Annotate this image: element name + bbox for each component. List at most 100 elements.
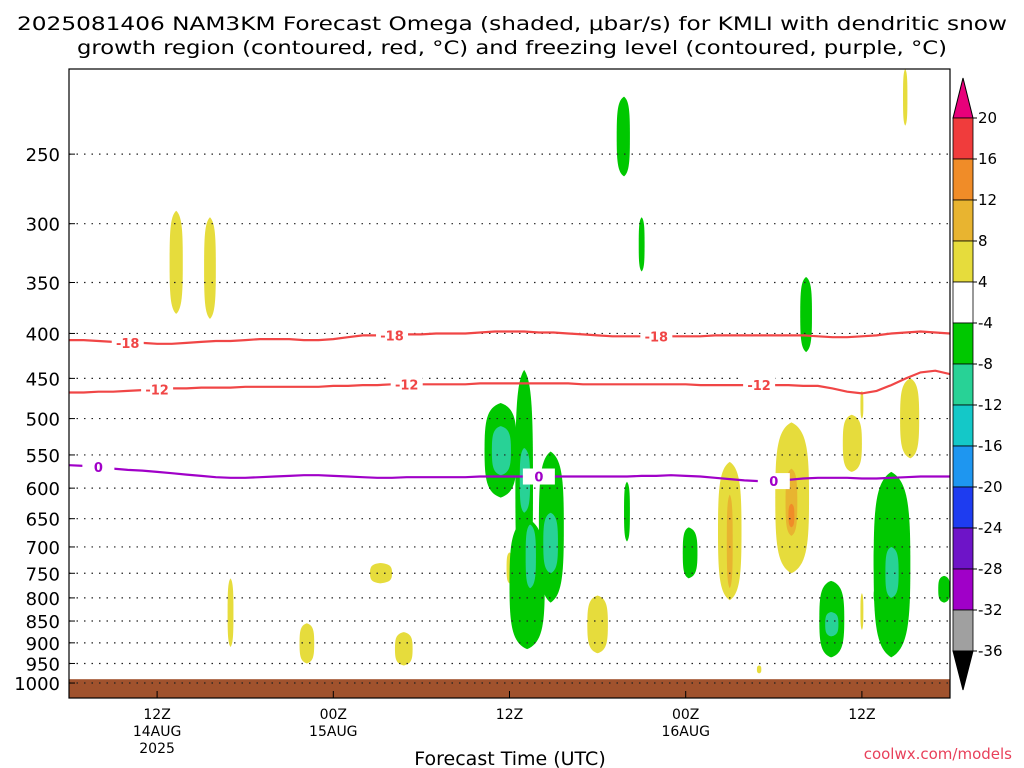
omega-region: [543, 512, 558, 574]
contour-label: -18: [645, 330, 669, 345]
contour-line: [69, 330, 950, 345]
colorbar-label: -4: [978, 314, 993, 332]
colorbar-bin: [952, 568, 974, 611]
colorbar-bin: [952, 527, 974, 570]
x-tick-label: 12Z: [143, 707, 170, 723]
x-tick-label: 00Z: [320, 707, 347, 723]
colorbar-label: -32: [978, 601, 1003, 619]
contour-label-bg: [522, 468, 555, 485]
colorbar-bin: [952, 199, 974, 242]
contour-label: -12: [395, 378, 419, 393]
omega-colorbar: 20 16 12 8 4 -4 -8 -12 -16 -20 -24 -28 -32 -36: [952, 77, 1003, 691]
contour-line: [69, 464, 950, 483]
colorbar-bin: [952, 240, 974, 283]
omega-region: [860, 593, 864, 630]
omega-region: [491, 426, 511, 476]
colorbar-top-arrow: [952, 77, 974, 119]
contour-label-bg: [376, 327, 409, 344]
y-tick-label: 500: [26, 410, 60, 431]
colorbar-bin: [952, 609, 974, 652]
colorbar-label: 20: [978, 109, 997, 127]
y-tick-label: 650: [26, 510, 60, 531]
omega-region: [299, 623, 315, 664]
omega-region: [169, 210, 183, 314]
colorbar-label: 4: [978, 273, 988, 291]
contour-line: [69, 369, 950, 395]
y-tick-label: 600: [26, 479, 60, 500]
temperature-contours: -18 -18 -18 -12 -12 -12 0 0 0: [69, 327, 950, 490]
contour-label: -12: [747, 379, 771, 394]
x-tick-label: 12Z: [848, 707, 875, 723]
chart-title-line-2: growth region (contoured, red, °C) and f…: [77, 37, 947, 59]
colorbar-label: 8: [978, 232, 988, 250]
omega-region: [624, 481, 630, 542]
y-tick-label: 900: [26, 634, 60, 655]
omega-region: [903, 69, 908, 126]
omega-region: [842, 414, 862, 472]
omega-region: [370, 562, 393, 584]
omega-region: [509, 518, 545, 650]
x-tick-label: 15AUG: [309, 724, 358, 740]
x-tick-label: 16AUG: [661, 724, 710, 740]
omega-region: [638, 217, 645, 272]
y-tick-label: 950: [26, 654, 60, 675]
contour-label-bg: [141, 381, 174, 398]
omega-region: [860, 390, 864, 419]
terrain-fill: [69, 679, 950, 698]
omega-region: [394, 632, 413, 666]
chart-title-line-1: 2025081406 NAM3KM Forecast Omega (shaded…: [17, 13, 1007, 35]
x-axis-title: Forecast Time (UTC): [414, 748, 605, 768]
y-tick-label: 700: [26, 538, 60, 559]
y-tick-label: 750: [26, 564, 60, 585]
contour-label-bg: [640, 328, 673, 345]
omega-region: [825, 611, 839, 637]
y-tick-label: 850: [26, 612, 60, 633]
colorbar-label: -36: [978, 642, 1003, 660]
contour-label: -18: [380, 329, 404, 344]
omega-region: [616, 96, 630, 177]
watermark[interactable]: coolwx.com/models: [864, 745, 1012, 763]
colorbar-bin: [952, 281, 974, 324]
colorbar-label: -20: [978, 478, 1003, 496]
y-tick-label: 350: [26, 274, 60, 295]
x-tick-label: 2025: [139, 741, 175, 757]
y-tick-label: 550: [26, 446, 60, 467]
omega-region: [726, 494, 733, 589]
y-tick-label: 800: [26, 589, 60, 610]
colorbar-label: -24: [978, 519, 1003, 537]
omega-region: [587, 595, 608, 654]
omega-region: [756, 665, 762, 674]
contour-label-bg: [743, 377, 776, 394]
pressure-axis: 2503003504004505005506006507007508008509…: [14, 145, 75, 695]
contour-label: 0: [769, 475, 778, 490]
y-tick-label: 450: [26, 369, 60, 390]
colorbar-bin: [952, 445, 974, 488]
omega-region: [938, 575, 950, 603]
colorbar-label: -8: [978, 355, 993, 373]
colorbar-bin: [952, 322, 974, 365]
contour-label: 0: [534, 471, 543, 486]
omega-region: [885, 546, 899, 598]
omega-region: [788, 503, 795, 528]
contour-label: 0: [94, 461, 103, 476]
omega-region: [227, 578, 234, 648]
colorbar-bin: [952, 486, 974, 529]
omega-region: [682, 527, 698, 579]
x-tick-label: 00Z: [672, 707, 699, 723]
colorbar-label: -28: [978, 560, 1003, 578]
y-tick-label: 250: [26, 145, 60, 166]
x-tick-label: 14AUG: [133, 724, 182, 740]
contour-label: -18: [116, 337, 140, 352]
contour-label-bg: [82, 459, 115, 476]
colorbar-bin: [952, 363, 974, 406]
y-tick-label: 300: [26, 215, 60, 236]
contour-label: -12: [145, 383, 169, 398]
omega-region: [204, 217, 216, 319]
contour-label-bg: [390, 376, 423, 393]
contour-label-bg: [757, 473, 790, 490]
y-tick-label: 400: [26, 324, 60, 345]
omega-region: [525, 524, 536, 589]
colorbar-label: -12: [978, 396, 1003, 414]
